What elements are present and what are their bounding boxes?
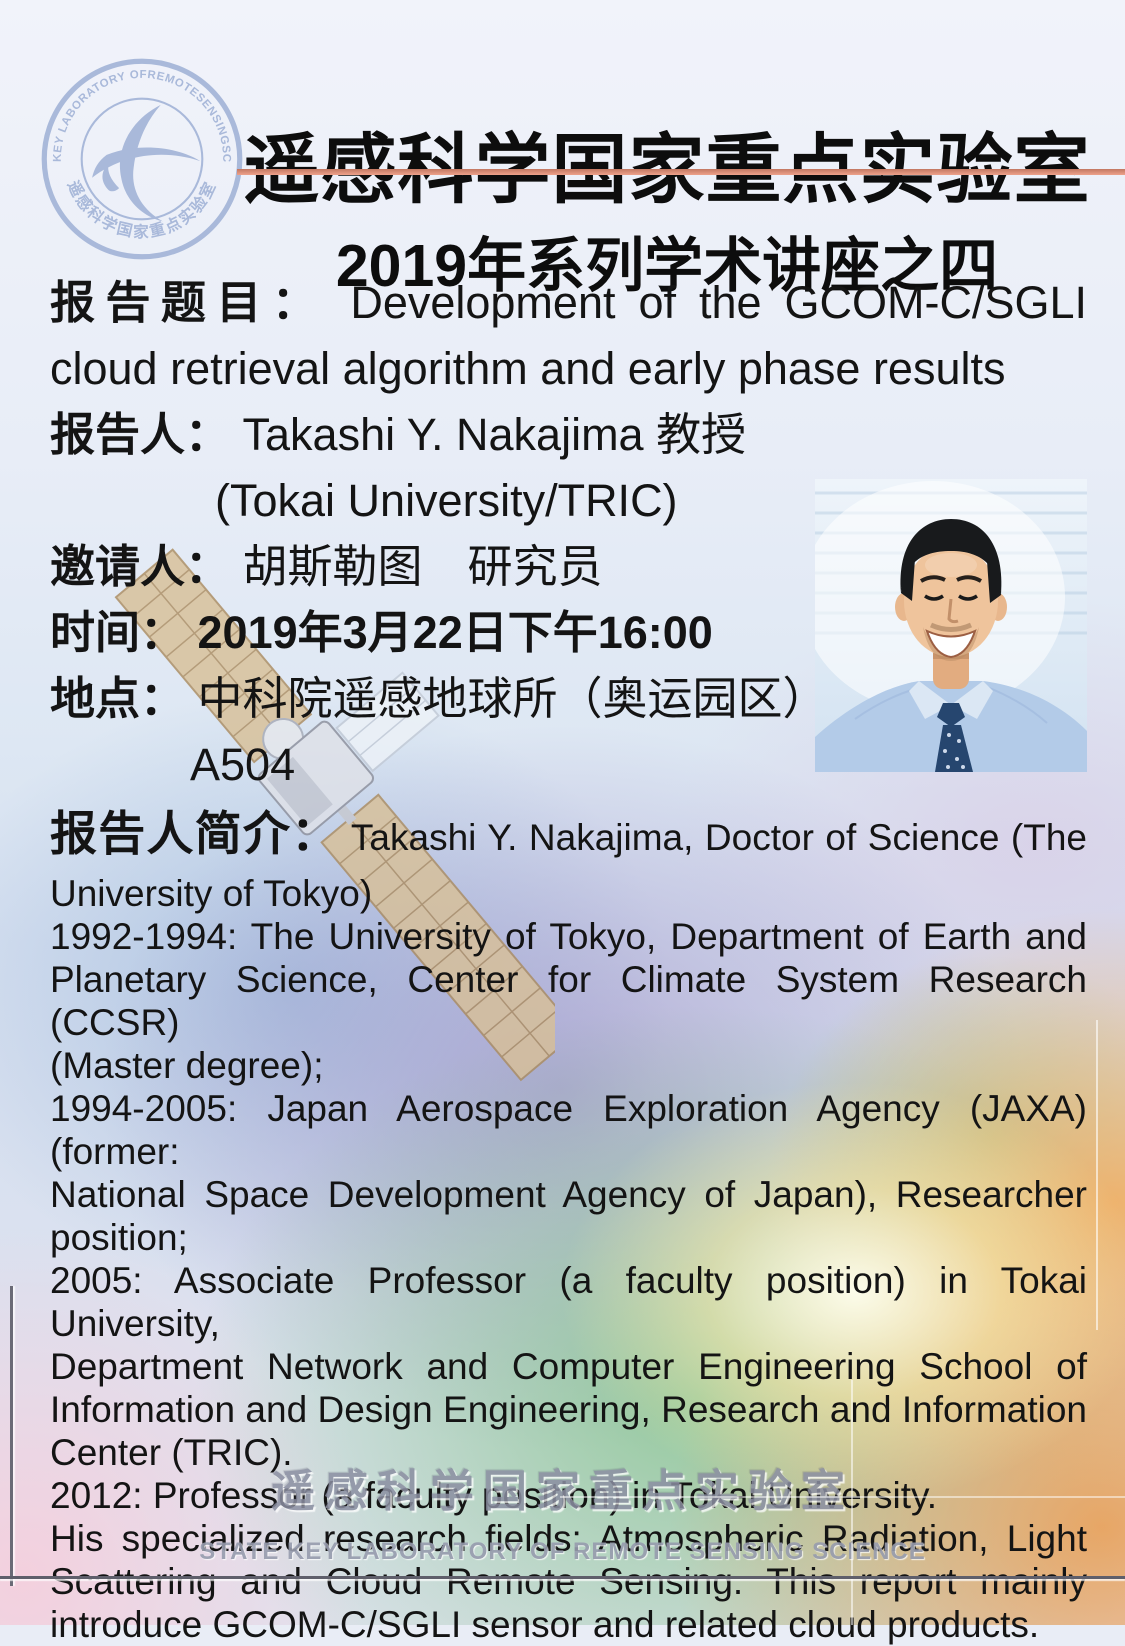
bio-line: position;: [50, 1217, 188, 1258]
speaker-photo: [815, 479, 1087, 772]
mustache: [929, 622, 973, 632]
page-subtitle: 2019年系列学术讲座之四: [335, 232, 999, 299]
bio-line: 2012: Professor (a faculty position) in …: [50, 1475, 938, 1516]
divider-horizontal-bottom: [0, 1576, 1125, 1579]
logo-outer-ring: [41, 58, 243, 260]
tie-knot: [937, 703, 965, 727]
title-underline: [237, 169, 1125, 175]
goatee: [923, 627, 979, 661]
tie-dots: [943, 733, 965, 769]
decor-vertical-streak: [1096, 1020, 1098, 1330]
bio-line: (Master degree);: [50, 1045, 324, 1086]
hair: [900, 519, 1002, 595]
lecture-details: 报告题目： Development of the GCOM-C/SGLI clo…: [50, 270, 1087, 798]
nose: [947, 598, 959, 624]
watermark-english: STATE KEY LABORATORY OF REMOTE SENSING S…: [199, 1538, 926, 1565]
decor-crosshair-vertical: [851, 1380, 853, 1625]
topic-line-1: 报告题目： Development of the GCOM-C/SGLI: [50, 270, 1087, 336]
time-line: 时间： 2019年3月22日下午16:00: [50, 600, 1087, 666]
bio-line: His specialized research fields: Atmosph…: [50, 1518, 1087, 1559]
logo-inner-ring: [80, 97, 204, 221]
bio-line: Planetary Science, Center for Climate Sy…: [50, 959, 1087, 1043]
speaker-bio: 报告人简介： Takashi Y. Nakajima, Doctor of Sc…: [50, 800, 1087, 1646]
topic-text-1: Development of the GCOM-C/SGLI: [350, 277, 1087, 328]
topic-label: 报告题目：: [50, 277, 328, 328]
inviter-line: 邀请人： 胡斯勒图 研究员: [50, 534, 1087, 600]
divider-vertical-left: [10, 1286, 13, 1586]
inviter-label: 邀请人：: [50, 541, 231, 592]
bio-line: 1994-2005: Japan Aerospace Exploration A…: [50, 1088, 1087, 1172]
time-label: 时间：: [50, 607, 186, 658]
bio-line: Department Network and Computer Engineer…: [50, 1346, 1087, 1387]
bio-line: Information and Design Engineering, Rese…: [50, 1389, 1087, 1430]
eye-left: [924, 594, 944, 601]
time-value: 2019年3月22日下午16:00: [197, 607, 713, 658]
venue-line: 地点： 中科院遥感地球所（奥运园区）: [50, 666, 1087, 732]
bio-line: Scattering and Cloud Remote Sensing. Thi…: [50, 1561, 1087, 1602]
bio-line: 2005: Associate Professor (a faculty pos…: [50, 1260, 1087, 1344]
bio-line: University of Tokyo): [50, 873, 373, 914]
bio-line: Center (TRIC).: [50, 1432, 293, 1473]
topic-text-2: cloud retrieval algorithm and early phas…: [50, 343, 1006, 394]
smile: [925, 629, 977, 659]
decor-crosshair-horizontal: [560, 1496, 1125, 1498]
inviter-name: 胡斯勒图 研究员: [242, 541, 603, 592]
venue-room-line: A504: [50, 732, 1087, 798]
speaker-label: 报告人：: [50, 409, 231, 460]
bio-line: National Space Development Agency of Jap…: [50, 1174, 1087, 1215]
speaker-name: Takashi Y. Nakajima 教授: [242, 409, 747, 460]
topic-line-2: cloud retrieval algorithm and early phas…: [50, 336, 1087, 402]
forehead-highlight: [925, 553, 977, 577]
watermark-chinese: 遥感科学国家重点实验室: [271, 1467, 854, 1516]
eyebrow-right: [956, 575, 983, 583]
bio-label: 报告人简介：: [50, 807, 340, 860]
bio-line: 报告人简介： Takashi Y. Nakajima, Doctor of Sc…: [50, 807, 1088, 860]
venue-room: A504: [190, 739, 296, 790]
sideburns: [901, 559, 1001, 603]
speaker-affiliation-line: (Tokai University/TRIC): [50, 468, 1087, 534]
speaker-affiliation: (Tokai University/TRIC): [215, 475, 678, 526]
speaker-line: 报告人： Takashi Y. Nakajima 教授: [50, 402, 1087, 468]
eye-right: [958, 594, 978, 601]
tie: [935, 725, 973, 772]
logo-swoosh-icon: [92, 104, 201, 222]
venue-value: 中科院遥感地球所（奥运园区）: [197, 673, 828, 724]
bio-line: 1992-1994: The University of Tokyo, Depa…: [50, 916, 1087, 957]
speaker-figure: [815, 519, 1087, 772]
eyebrow-left: [919, 575, 946, 583]
venue-label: 地点：: [50, 673, 186, 724]
